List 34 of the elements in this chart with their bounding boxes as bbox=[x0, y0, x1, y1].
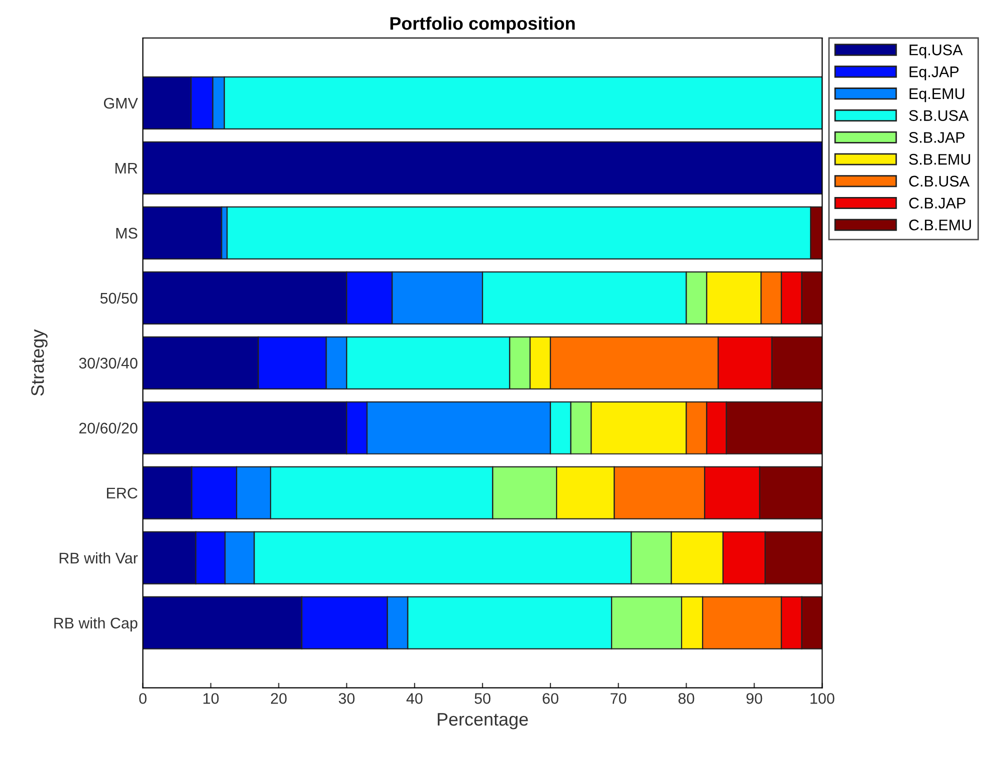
y-tick-label: 50/50 bbox=[100, 292, 138, 304]
x-axis-title: Percentage bbox=[438, 713, 528, 730]
legend-label: C.B.JAP bbox=[909, 198, 966, 208]
legend-label: Eq.JAP bbox=[910, 66, 959, 80]
y-tick-label: MS bbox=[116, 228, 138, 239]
y-tick-label: RB with Cap bbox=[54, 617, 138, 632]
legend-label: C.B.EMU bbox=[909, 220, 971, 230]
y-tick-label: MR bbox=[115, 162, 138, 174]
y-tick-label: ERC bbox=[106, 488, 138, 499]
y-tick-label: GMV bbox=[104, 98, 138, 109]
legend-label: S.B.USA bbox=[909, 110, 969, 121]
x-tick-label: 20 bbox=[270, 693, 287, 704]
x-tick-label: 10 bbox=[203, 693, 219, 704]
legend-label: Eq.USA bbox=[910, 44, 963, 58]
y-tick-label: 30/30/40 bbox=[79, 357, 138, 369]
legend-label: Eq.EMU bbox=[910, 88, 964, 102]
y-axis-title: Strategy bbox=[31, 329, 48, 396]
legend-label: C.B.USA bbox=[909, 176, 970, 187]
legend-label: S.B.JAP bbox=[909, 132, 964, 143]
x-tick-label: 90 bbox=[746, 693, 762, 704]
x-tick-label: 100 bbox=[810, 693, 834, 704]
x-tick-label: 80 bbox=[678, 693, 694, 704]
chart-title: Portfolio composition bbox=[390, 16, 575, 34]
x-tick-label: 50 bbox=[474, 693, 490, 704]
bar bbox=[142, 141, 822, 195]
x-tick-label: 60 bbox=[542, 693, 558, 704]
y-tick-label: RB with Var bbox=[60, 552, 138, 564]
legend-label: S.B.EMU bbox=[909, 154, 970, 165]
x-tick-label: 70 bbox=[610, 693, 626, 704]
y-tick-label: 20/60/20 bbox=[79, 422, 138, 434]
x-tick-label: 0 bbox=[139, 693, 147, 704]
bar bbox=[142, 206, 222, 260]
x-tick-label: 40 bbox=[406, 693, 422, 704]
x-tick-label: 30 bbox=[338, 693, 355, 704]
